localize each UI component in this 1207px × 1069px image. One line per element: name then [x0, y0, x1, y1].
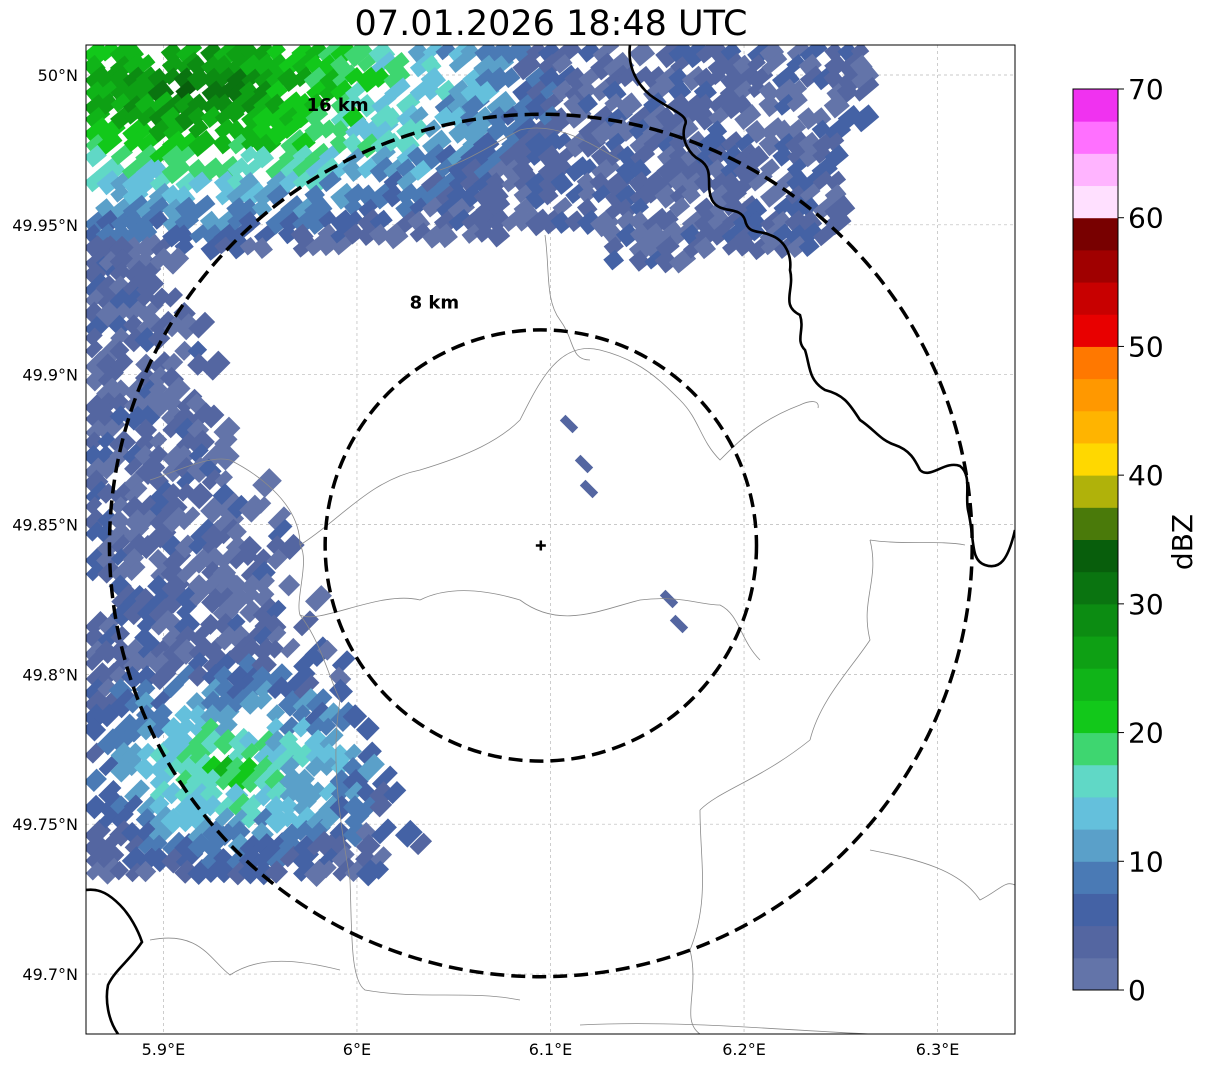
range-ring-labels: 8 km 16 km: [307, 95, 460, 314]
reflectivity-echoes: [86, 45, 880, 888]
y-tick-label: 49.8°N: [22, 665, 78, 684]
y-tick-label: 49.7°N: [22, 965, 78, 984]
map-title: 07.01.2026 18:48 UTC: [354, 4, 748, 44]
range-rings: [107, 112, 974, 979]
range-ring: [323, 328, 759, 763]
y-tick-label: 49.85°N: [12, 516, 78, 535]
radar-site-marker: [535, 540, 546, 551]
map-frame: [85, 44, 1016, 1035]
range-ring-label: 16 km: [307, 95, 369, 116]
admin-boundaries: [149, 127, 1015, 1034]
x-tick-label: 6.1°E: [529, 1040, 573, 1059]
y-tick-label: 49.95°N: [12, 216, 78, 235]
x-tick-label: 6°E: [343, 1040, 371, 1059]
y-axis-ticks: 50°N 49.95°N 49.9°N 49.85°N 49.8°N 49.75°N 49.…: [12, 66, 78, 984]
y-tick-label: 49.9°N: [22, 366, 78, 385]
y-tick-label: 50°N: [38, 66, 78, 85]
x-tick-label: 5.9°E: [142, 1040, 186, 1059]
range-ring-label: 8 km: [410, 293, 460, 314]
range-ring: [107, 112, 974, 979]
x-tick-label: 6.2°E: [722, 1040, 766, 1059]
y-tick-label: 49.75°N: [12, 815, 78, 834]
x-tick-label: 6.3°E: [916, 1040, 960, 1059]
x-axis-ticks: 5.9°E 6°E 6.1°E 6.2°E 6.3°E: [142, 1040, 960, 1059]
